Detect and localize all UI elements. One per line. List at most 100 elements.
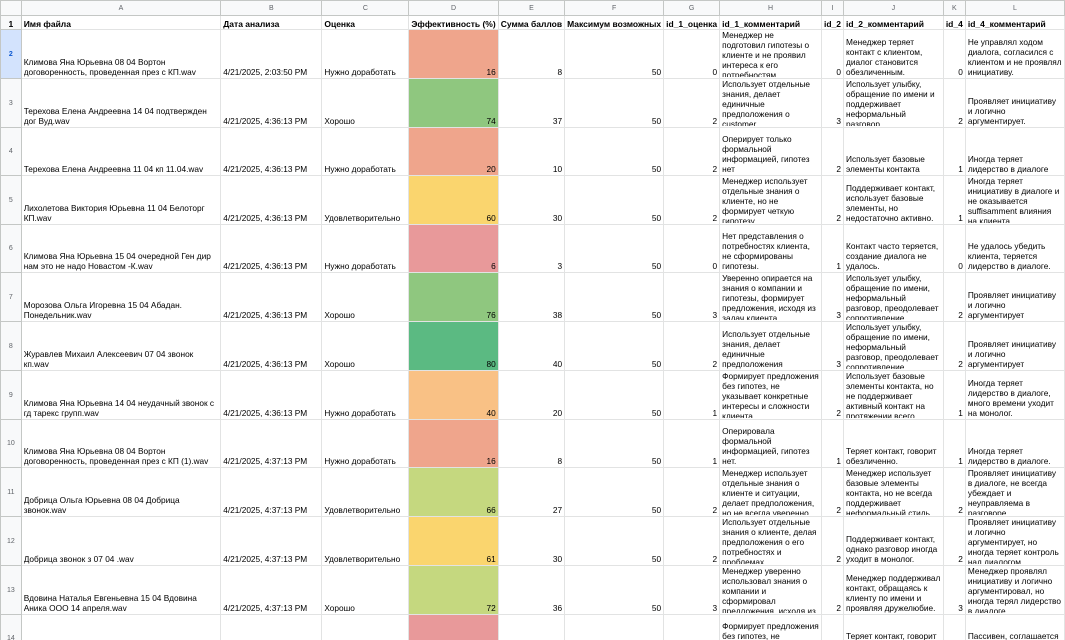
score-sum-cell[interactable]: 38: [497, 272, 566, 322]
id2-score-cell[interactable]: 2: [820, 127, 845, 176]
id2-score-cell[interactable]: 3: [820, 321, 845, 371]
id4-comment-cell[interactable]: Проявляет инициативу и логично аргументи…: [964, 321, 1065, 371]
id1-score-cell[interactable]: 2: [663, 78, 721, 128]
file-name-cell[interactable]: Климова Яна Юрьевна 14 04 неудачный звон…: [20, 370, 222, 420]
grade-cell[interactable]: Хорошо: [321, 565, 410, 615]
id2-score-cell[interactable]: 2: [820, 467, 845, 517]
column-letter-b[interactable]: B: [220, 0, 323, 16]
date-cell[interactable]: 4/21/2025, 4:37:13 PM: [220, 467, 323, 517]
file-name-cell[interactable]: Лихолетова Виктория Юрьевна 11 04 Белото…: [20, 175, 222, 225]
max-score-cell[interactable]: 50: [564, 370, 665, 420]
id2-score-cell[interactable]: 3: [820, 272, 845, 322]
grade-cell[interactable]: Нужно доработать: [321, 127, 410, 176]
score-sum-cell[interactable]: 30: [497, 516, 566, 566]
row-number[interactable]: 14: [0, 614, 22, 640]
id1-comment-cell[interactable]: Нет представления о потребностях клиента…: [719, 224, 822, 273]
date-cell[interactable]: 4/21/2025, 4:36:13 PM: [220, 370, 323, 420]
select-all-corner[interactable]: [0, 0, 22, 16]
id4-comment-cell[interactable]: Проявляет инициативу и логично аргументи…: [964, 516, 1065, 566]
grade-cell[interactable]: Нужно доработать: [321, 29, 410, 79]
id4-score-cell[interactable]: 2: [942, 467, 966, 517]
header-cell[interactable]: Имя файла: [20, 15, 222, 30]
id4-score-cell[interactable]: 3: [942, 565, 966, 615]
id2-comment-cell[interactable]: Использует базовые элементы контакта: [843, 127, 944, 176]
column-letter-g[interactable]: G: [663, 0, 721, 16]
id1-comment-cell[interactable]: Использует отдельные знания, делает един…: [719, 78, 822, 128]
max-score-cell[interactable]: 50: [564, 565, 665, 615]
file-name-cell[interactable]: Добрица Ольга Юрьевна 08 04 Добрица звон…: [20, 467, 222, 517]
efficiency-cell[interactable]: 40: [408, 370, 499, 420]
id2-score-cell[interactable]: 2: [820, 565, 845, 615]
header-cell[interactable]: Сумма баллов: [497, 15, 566, 30]
header-cell[interactable]: Эффективность (%): [408, 15, 499, 30]
date-cell[interactable]: 4/21/2025, 4:36:13 PM: [220, 321, 323, 371]
header-cell[interactable]: id_2: [820, 15, 845, 30]
row-number[interactable]: 10: [0, 419, 22, 468]
id4-comment-cell[interactable]: Иногда теряет инициативу в диалоге и не …: [964, 175, 1065, 225]
efficiency-cell[interactable]: 20: [408, 127, 499, 176]
max-score-cell[interactable]: 50: [564, 614, 665, 640]
file-name-cell[interactable]: Вдовина Наталья Евгеньевна 11 04 Нафта-ц…: [20, 614, 222, 640]
header-cell[interactable]: id_4_комментарий: [964, 15, 1065, 30]
id4-score-cell[interactable]: 0: [942, 614, 966, 640]
efficiency-cell[interactable]: 60: [408, 175, 499, 225]
file-name-cell[interactable]: Терехова Елена Андреевна 11 04 кп 11.04.…: [20, 127, 222, 176]
grade-cell[interactable]: Хорошо: [321, 321, 410, 371]
id4-score-cell[interactable]: 1: [942, 175, 966, 225]
efficiency-cell[interactable]: 80: [408, 321, 499, 371]
id2-comment-cell[interactable]: Теряет контакт, говорит обезличенно, ухо…: [843, 614, 944, 640]
efficiency-cell[interactable]: 16: [408, 29, 499, 79]
date-cell[interactable]: 4/21/2025, 4:36:13 PM: [220, 175, 323, 225]
id4-comment-cell[interactable]: Проявляет инициативу и логично аргументи…: [964, 272, 1065, 322]
id2-score-cell[interactable]: 2: [820, 175, 845, 225]
id2-comment-cell[interactable]: Поддерживает контакт, однако разговор ин…: [843, 516, 944, 566]
score-sum-cell[interactable]: 40: [497, 321, 566, 371]
id1-score-cell[interactable]: 2: [663, 321, 721, 371]
id2-score-cell[interactable]: 0: [820, 29, 845, 79]
id1-comment-cell[interactable]: Использует отдельные знания о клиенте, д…: [719, 516, 822, 566]
id1-comment-cell[interactable]: Менеджер использует отдельные знания о к…: [719, 467, 822, 517]
id4-score-cell[interactable]: 1: [942, 419, 966, 468]
max-score-cell[interactable]: 50: [564, 516, 665, 566]
id1-score-cell[interactable]: 2: [663, 175, 721, 225]
efficiency-cell[interactable]: 4: [408, 614, 499, 640]
file-name-cell[interactable]: Климова Яна Юрьевна 08 04 Вортон договор…: [20, 419, 222, 468]
file-name-cell[interactable]: Журавлев Михаил Алексеевич 07 04 звонок …: [20, 321, 222, 371]
grade-cell[interactable]: Удовлетворительно: [321, 175, 410, 225]
id4-comment-cell[interactable]: Не управлял ходом диалога, согласился с …: [964, 29, 1065, 79]
id4-score-cell[interactable]: 2: [942, 321, 966, 371]
id1-score-cell[interactable]: 0: [663, 224, 721, 273]
grade-cell[interactable]: Удовлетворительно: [321, 467, 410, 517]
id1-comment-cell[interactable]: Менеджер не подготовил гипотезы о клиент…: [719, 29, 822, 79]
id2-score-cell[interactable]: 1: [820, 614, 845, 640]
id2-comment-cell[interactable]: Использует улыбку, обращение по имени и …: [843, 78, 944, 128]
id4-comment-cell[interactable]: Пассивен, соглашается с негативной позиц…: [964, 614, 1065, 640]
id2-score-cell[interactable]: 3: [820, 78, 845, 128]
grade-cell[interactable]: Нужно доработать: [321, 419, 410, 468]
grade-cell[interactable]: Нужно доработать: [321, 370, 410, 420]
id2-comment-cell[interactable]: Использует улыбку, обращение по имени, н…: [843, 272, 944, 322]
column-letter-f[interactable]: F: [564, 0, 665, 16]
id1-score-cell[interactable]: 0: [663, 29, 721, 79]
id4-score-cell[interactable]: 0: [942, 29, 966, 79]
score-sum-cell[interactable]: 3: [497, 224, 566, 273]
id1-score-cell[interactable]: 2: [663, 516, 721, 566]
date-cell[interactable]: 4/21/2025, 4:37:13 PM: [220, 565, 323, 615]
id2-score-cell[interactable]: 2: [820, 516, 845, 566]
row-number[interactable]: 11: [0, 467, 22, 517]
efficiency-cell[interactable]: 6: [408, 224, 499, 273]
file-name-cell[interactable]: Вдовина Наталья Евгеньевна 15 04 Вдовина…: [20, 565, 222, 615]
id4-comment-cell[interactable]: Иногда теряет лидерство в диалоге.: [964, 419, 1065, 468]
grade-cell[interactable]: Удовлетворительно: [321, 516, 410, 566]
row-number[interactable]: 1: [0, 15, 22, 30]
id1-score-cell[interactable]: 3: [663, 565, 721, 615]
id4-comment-cell[interactable]: Менеджер проявлял инициативу и логично а…: [964, 565, 1065, 615]
efficiency-cell[interactable]: 76: [408, 272, 499, 322]
file-name-cell[interactable]: Климова Яна Юрьевна 08 04 Вортон договор…: [20, 29, 222, 79]
column-letter-j[interactable]: J: [843, 0, 944, 16]
max-score-cell[interactable]: 50: [564, 419, 665, 468]
row-number[interactable]: 7: [0, 272, 22, 322]
score-sum-cell[interactable]: 8: [497, 419, 566, 468]
file-name-cell[interactable]: Морозова Ольга Игоревна 15 04 Абадан. По…: [20, 272, 222, 322]
efficiency-cell[interactable]: 61: [408, 516, 499, 566]
